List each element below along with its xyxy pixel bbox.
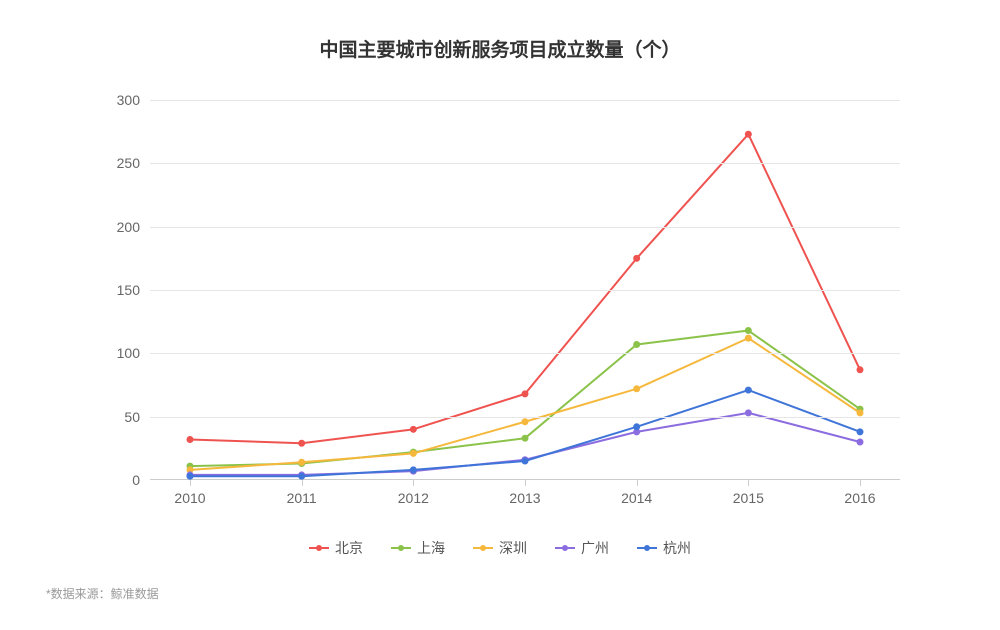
series-marker (745, 131, 752, 138)
legend-label-hangzhou: 杭州 (663, 538, 691, 558)
series-marker (745, 387, 752, 394)
series-marker (298, 459, 305, 466)
series-marker (410, 426, 417, 433)
series-marker (745, 327, 752, 334)
legend-item-shenzhen: 深圳 (473, 538, 527, 558)
source-note: *数据来源：鲸准数据 (46, 585, 159, 602)
legend-marker-beijing (309, 543, 329, 553)
series-marker (857, 409, 864, 416)
series-marker (187, 473, 194, 480)
series-marker (298, 440, 305, 447)
legend-label-shenzhen: 深圳 (499, 538, 527, 558)
legend-item-guangzhou: 广州 (555, 538, 609, 558)
y-axis-label: 300 (117, 92, 140, 108)
series-marker (633, 385, 640, 392)
y-axis-label: 0 (132, 472, 140, 488)
series-marker (410, 466, 417, 473)
gridline (150, 100, 900, 101)
x-axis-label: 2016 (844, 490, 875, 506)
x-axis-label: 2014 (621, 490, 652, 506)
legend-marker-hangzhou (637, 543, 657, 553)
x-tick (525, 480, 526, 486)
x-axis-label: 2011 (287, 490, 317, 506)
series-marker (633, 423, 640, 430)
x-tick (302, 480, 303, 486)
series-marker (857, 439, 864, 446)
series-marker (745, 409, 752, 416)
x-tick (860, 480, 861, 486)
series-marker (745, 335, 752, 342)
plot-area: 0501001502002503002010201120122013201420… (150, 100, 900, 480)
series-marker (633, 341, 640, 348)
x-axis-label: 2013 (509, 490, 540, 506)
legend-marker-guangzhou (555, 543, 575, 553)
series-marker (522, 390, 529, 397)
series-marker (857, 428, 864, 435)
gridline (150, 163, 900, 164)
y-axis-label: 50 (124, 409, 140, 425)
series-line (190, 331, 860, 467)
legend-marker-shenzhen (473, 543, 493, 553)
series-marker (633, 255, 640, 262)
legend-label-shanghai: 上海 (417, 538, 445, 558)
x-tick (190, 480, 191, 486)
series-marker (410, 450, 417, 457)
series-marker (522, 458, 529, 465)
y-axis-label: 200 (117, 219, 140, 235)
legend-item-shanghai: 上海 (391, 538, 445, 558)
legend-label-beijing: 北京 (335, 538, 363, 558)
chart-title: 中国主要城市创新服务项目成立数量（个） (0, 35, 1000, 62)
x-axis-label: 2010 (174, 490, 205, 506)
x-axis-label: 2012 (398, 490, 429, 506)
x-tick (413, 480, 414, 486)
series-marker (522, 418, 529, 425)
series-marker (522, 435, 529, 442)
y-axis-label: 150 (117, 282, 140, 298)
gridline (150, 353, 900, 354)
legend-marker-shanghai (391, 543, 411, 553)
series-line (190, 338, 860, 470)
gridline (150, 417, 900, 418)
series-marker (298, 473, 305, 480)
gridline (150, 290, 900, 291)
y-axis-label: 250 (117, 155, 140, 171)
x-tick (748, 480, 749, 486)
legend-label-guangzhou: 广州 (581, 538, 609, 558)
series-marker (187, 436, 194, 443)
y-axis-label: 100 (117, 345, 140, 361)
legend: 北京 上海 深圳 广州 杭州 (0, 538, 1000, 558)
x-axis-label: 2015 (733, 490, 764, 506)
legend-item-beijing: 北京 (309, 538, 363, 558)
x-tick (637, 480, 638, 486)
series-marker (857, 366, 864, 373)
gridline (150, 227, 900, 228)
chart-container: 中国主要城市创新服务项目成立数量（个） 05010015020025030020… (0, 0, 1000, 630)
legend-item-hangzhou: 杭州 (637, 538, 691, 558)
